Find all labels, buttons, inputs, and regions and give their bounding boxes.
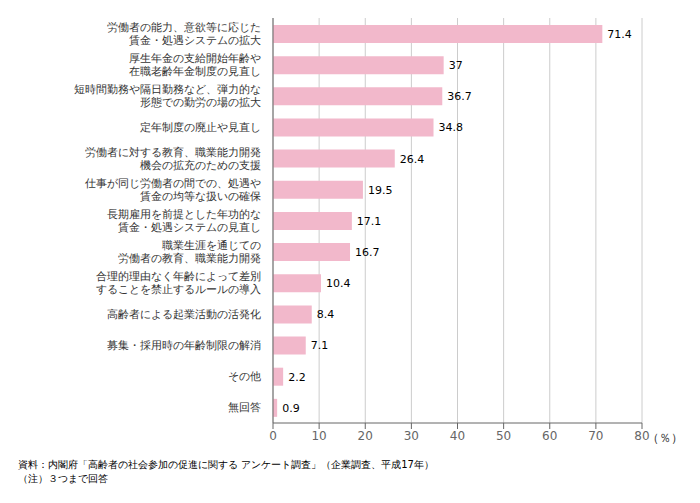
- svg-text:10.4: 10.4: [326, 277, 351, 290]
- svg-text:8.4: 8.4: [317, 308, 335, 321]
- svg-text:（％）: （％）: [647, 431, 683, 445]
- svg-text:70: 70: [588, 429, 603, 443]
- svg-text:20: 20: [358, 429, 373, 443]
- svg-text:募集・採用時の年齢制限の解消: 募集・採用時の年齢制限の解消: [107, 339, 261, 352]
- svg-text:その他: その他: [228, 370, 261, 383]
- svg-text:60: 60: [542, 429, 557, 443]
- svg-text:50: 50: [496, 429, 511, 443]
- svg-text:80: 80: [634, 428, 650, 443]
- svg-text:短時間勤務や隔日勤務など、弾力的な形態での勤労の場の拡大: 短時間勤務や隔日勤務など、弾力的な形態での勤労の場の拡大: [74, 83, 261, 109]
- svg-text:無回答: 無回答: [228, 401, 261, 414]
- svg-text:労働者に対する教育、職業能力開発機会の拡充のための支援: 労働者に対する教育、職業能力開発機会の拡充のための支援: [85, 146, 261, 172]
- svg-text:16.7: 16.7: [355, 246, 380, 259]
- svg-text:10: 10: [311, 429, 326, 443]
- svg-text:定年制度の廃止や見直し: 定年制度の廃止や見直し: [140, 121, 261, 134]
- svg-text:厚生年金の支給開始年齢や在職老齢年金制度の見直し: 厚生年金の支給開始年齢や在職老齢年金制度の見直し: [129, 52, 261, 78]
- svg-text:30: 30: [404, 429, 419, 443]
- svg-text:長期雇用を前提とした年功的な賃金・処遇システムの見直し: 長期雇用を前提とした年功的な賃金・処遇システムの見直し: [107, 208, 261, 234]
- svg-text:7.1: 7.1: [311, 339, 329, 352]
- svg-text:36.7: 36.7: [447, 90, 472, 103]
- svg-text:2.2: 2.2: [288, 371, 306, 384]
- html-text:（注）３つまで回答: （注）３つまで回答: [18, 473, 108, 484]
- svg-text:19.5: 19.5: [368, 184, 393, 197]
- svg-text:37: 37: [449, 59, 463, 72]
- svg-text:17.1: 17.1: [357, 215, 382, 228]
- svg-text:34.8: 34.8: [439, 121, 464, 134]
- html-text:資料：内閣府「高齢者の社会参加の促進に関する アンケート調査: 資料：内閣府「高齢者の社会参加の促進に関する アンケート調査」（企業調査、平成1…: [18, 459, 434, 470]
- svg-text:合理的理由なく年齢によって差別することを禁止するルールの導入: 合理的理由なく年齢によって差別することを禁止するルールの導入: [96, 270, 261, 296]
- svg-text:71.4: 71.4: [607, 28, 632, 41]
- svg-text:高齢者による起業活動の活発化: 高齢者による起業活動の活発化: [107, 308, 261, 321]
- svg-text:26.4: 26.4: [400, 153, 425, 166]
- svg-text:0.9: 0.9: [282, 402, 300, 415]
- svg-text:労働者の能力、意欲等に応じた賃金・処遇システムの拡大: 労働者の能力、意欲等に応じた賃金・処遇システムの拡大: [107, 21, 261, 47]
- svg-text:職業生涯を通じての労働者の教育、職業能力開発: 職業生涯を通じての労働者の教育、職業能力開発: [118, 239, 261, 265]
- svg-text:0: 0: [269, 429, 277, 443]
- svg-text:仕事が同じ労働者の間での、処遇や賃金の均等な扱いの確保: 仕事が同じ労働者の間での、処遇や賃金の均等な扱いの確保: [85, 177, 261, 203]
- svg-text:40: 40: [450, 429, 465, 443]
